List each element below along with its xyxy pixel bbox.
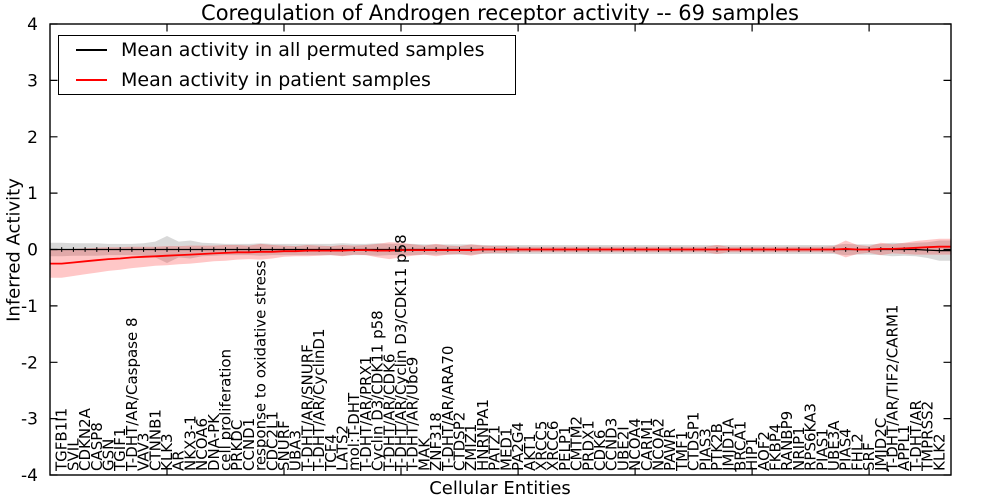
y-tick-label: 1 xyxy=(27,184,38,204)
x-category-label: CTDSP2 xyxy=(451,412,469,471)
y-tick-label: -3 xyxy=(21,410,38,430)
x-category-label: T-DHT/AR/SNURF xyxy=(298,344,316,472)
x-category-label: PIAS4 xyxy=(837,428,855,471)
chart-title: Coregulation of Androgen receptor activi… xyxy=(201,1,799,25)
x-category-label: NRIP1 xyxy=(790,426,808,471)
x-category-label: SRF xyxy=(860,442,878,471)
x-category-label: CMTM2 xyxy=(568,416,586,471)
x-category-label: GSN xyxy=(100,439,118,471)
x-category-label: response to oxidative stress xyxy=(252,260,270,471)
x-category-label: T-DHT/AR/Cyclin D3/CDK11 p58 xyxy=(392,234,410,472)
x-category-label: Cyclin D3/CDK11 p58 xyxy=(369,310,387,471)
x-category-label: MED1 xyxy=(497,427,515,471)
x-category-label: PELP1 xyxy=(556,426,574,471)
x-category-label: FHL2 xyxy=(848,433,866,471)
x-category-label: CTDSP1 xyxy=(685,412,703,471)
x-category-label: UBE2I xyxy=(614,426,632,471)
x-category-label: BRCA1 xyxy=(731,421,749,471)
x-category-label: NCOA2 xyxy=(650,418,668,471)
x-category-label: TGIF1 xyxy=(111,428,129,472)
x-category-label: HIP1 xyxy=(743,437,761,471)
x-category-label: HNRNPA1 xyxy=(474,399,492,471)
legend-label: Mean activity in patient samples xyxy=(121,69,431,91)
x-axis-label: Cellular Entities xyxy=(429,478,571,499)
x-category-label: CCND3 xyxy=(603,418,621,471)
permuted-line-swatch xyxy=(76,49,107,51)
x-category-label: SNURF xyxy=(275,420,293,471)
x-category-label: UBE3A xyxy=(825,420,843,471)
y-tick-label: -4 xyxy=(21,466,38,486)
x-category-label: PRKDC xyxy=(228,420,246,471)
x-category-label: JMJD1A xyxy=(720,417,738,472)
x-category-label: RPS6KA3 xyxy=(802,403,820,471)
x-category-label: TCF4 xyxy=(322,434,340,472)
x-category-label: DNA-PK xyxy=(205,413,223,471)
x-category-label: PIAS3 xyxy=(696,428,714,471)
x-category-label: XRCC6 xyxy=(544,421,562,471)
x-category-label: KLK3 xyxy=(158,433,176,471)
x-category-label: PAWR xyxy=(661,428,679,471)
x-category-label: T-DHT/AR/ARA70 xyxy=(439,346,457,472)
x-category-label: TMPRSS2 xyxy=(919,401,937,472)
legend: Mean activity in all permuted samples Me… xyxy=(58,35,516,95)
y-tick-label: -2 xyxy=(21,353,38,373)
patient-mean-line xyxy=(50,245,951,265)
x-category-label: XRCC5 xyxy=(533,421,551,471)
x-category-label: TMF1 xyxy=(673,431,691,472)
y-tick-label: 0 xyxy=(27,241,38,261)
x-category-label: CASP8 xyxy=(88,422,106,471)
x-category-label: VAV3 xyxy=(135,433,153,471)
x-category-label: PA2G4 xyxy=(509,422,527,471)
x-category-label: CARM1 xyxy=(638,417,656,471)
x-category-label: PATZ1 xyxy=(486,425,504,471)
x-category-label: MAK xyxy=(415,437,433,471)
legend-entry-permuted: Mean activity in all permuted samples xyxy=(59,37,515,63)
x-category-label: APPL1 xyxy=(895,425,913,471)
x-category-label: ZMIZ1 xyxy=(462,424,480,471)
legend-entry-patient: Mean activity in patient samples xyxy=(59,67,515,93)
x-category-label: KLK2 xyxy=(930,433,948,471)
x-category-label: RANBP9 xyxy=(778,411,796,471)
y-tick-label: 3 xyxy=(27,71,38,91)
x-category-label: PRDX1 xyxy=(579,420,597,471)
patient-line-swatch xyxy=(76,79,107,81)
y-axis-label: Inferred Activity xyxy=(3,178,25,322)
x-category-label: NCOA4 xyxy=(626,418,644,471)
x-category-label: NCOA6 xyxy=(193,418,211,471)
x-category-label: AOF2 xyxy=(755,431,773,471)
x-category-label: TGFB1I1 xyxy=(53,408,71,472)
x-category-label: AKT1 xyxy=(521,433,539,471)
x-category-label: JMJD2C xyxy=(872,418,890,472)
x-category-label: SVIL xyxy=(64,438,82,471)
x-category-label: T-DHT/AR xyxy=(907,400,925,472)
x-category-label: cell proliferation xyxy=(217,349,235,471)
plot-border xyxy=(49,23,952,476)
x-category-label: T-DHT/AR/CDK6 xyxy=(380,354,398,472)
y-tick-label: 4 xyxy=(27,15,38,35)
x-category-label: T-DHT/AR/TIF2/CARM1 xyxy=(884,305,902,472)
x-category-label: T-DHT/AR/Caspase 8 xyxy=(123,317,141,472)
x-category-label: T-DHT/AR/CyclinD1 xyxy=(310,328,328,472)
x-category-label: T-DHT/AR/Ubc9 xyxy=(404,357,422,472)
x-category-label: CDC2L1 xyxy=(263,411,281,471)
y-tick-label: 2 xyxy=(27,128,38,148)
x-category-label: PTK2B xyxy=(708,423,726,471)
x-category-label: NKX3-1 xyxy=(181,415,199,471)
x-category-label: PIAS1 xyxy=(813,428,831,471)
x-category-label: AR xyxy=(170,450,188,471)
x-category-label: ZNF318 xyxy=(427,412,445,471)
x-category-label: mol:T-DHT xyxy=(345,392,363,471)
patient-std-band xyxy=(50,238,951,278)
legend-label: Mean activity in all permuted samples xyxy=(121,39,485,61)
x-category-label: CTNNB1 xyxy=(146,409,164,471)
x-category-label: T-DHT/AR/PRX1 xyxy=(357,356,375,472)
x-category-label: FKBP4 xyxy=(767,424,785,471)
x-category-label: UBA3 xyxy=(287,430,305,471)
y-tick-label: -1 xyxy=(21,297,38,317)
x-category-label: CCND1 xyxy=(240,418,258,471)
x-category-label: CDKN2A xyxy=(76,407,94,471)
x-category-label: CDK6 xyxy=(591,430,609,471)
x-category-label: LATS2 xyxy=(334,425,352,471)
